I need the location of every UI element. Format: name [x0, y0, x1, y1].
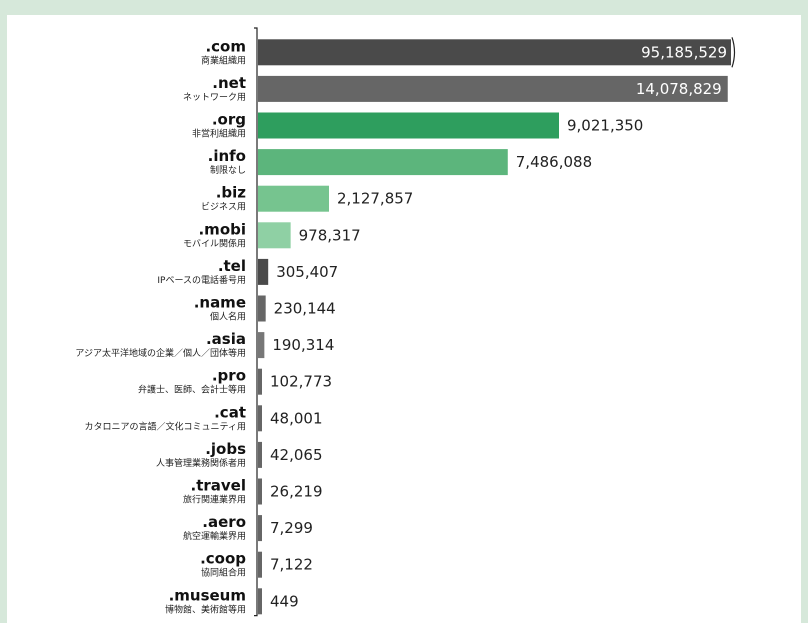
tld-label-museum: .museum	[169, 586, 246, 604]
value-label-cat: 48,001	[270, 409, 323, 427]
axis-break-mark	[731, 37, 736, 68]
tld-desc-museum: 博物館、美術館等用	[165, 603, 246, 615]
axis-break-gap	[731, 37, 741, 68]
tld-desc-net: ネットワーク用	[183, 92, 246, 103]
tld-label-biz: .biz	[216, 184, 247, 202]
value-label-jobs: 42,065	[270, 446, 323, 464]
chart-panel: .com 商業組織用 95,185,529 .net ネットワーク用 14,078,829…	[7, 15, 801, 623]
value-label-org: 9,021,350	[567, 117, 643, 135]
tld-desc-info: 制限なし	[210, 164, 246, 176]
value-label-tel: 305,407	[276, 263, 338, 281]
tld-desc-name: 個人名用	[210, 311, 246, 323]
bar-cat	[258, 405, 262, 432]
tld-desc-jobs: 人事管理業務関係者用	[156, 457, 246, 469]
tld-desc-asia: アジア太平洋地域の企業／個人／団体等用	[75, 347, 246, 359]
bar-info	[258, 149, 508, 176]
bar-asia	[258, 332, 265, 359]
value-label-info: 7,486,088	[516, 153, 592, 171]
value-label-mobi: 978,317	[299, 226, 361, 244]
tld-desc-cat: カタロニアの言語／文化コミュニティ用	[85, 420, 246, 432]
value-label-travel: 26,219	[270, 483, 323, 501]
tld-label-asia: .asia	[206, 330, 246, 348]
tld-desc-com: 商業組織用	[201, 54, 246, 66]
bar-biz	[258, 185, 329, 212]
tld-desc-org: 非営利組織用	[192, 128, 246, 140]
bar-pro	[258, 368, 262, 395]
bar-tel	[258, 258, 269, 285]
bar-net	[258, 75, 728, 102]
value-label-pro: 102,773	[270, 373, 332, 391]
tld-desc-mobi: モバイル関係用	[183, 238, 246, 249]
tld-desc-coop: 協同組合用	[201, 567, 246, 579]
value-label-net: 14,078,829	[636, 80, 722, 98]
value-label-com: 95,185,529	[641, 43, 727, 61]
tld-desc-pro: 弁護士、医師、会計士等用	[138, 384, 246, 396]
tld-desc-aero: 航空運輸業界用	[183, 530, 246, 542]
value-label-museum: 449	[270, 592, 299, 610]
bar-travel	[258, 478, 262, 505]
bar-jobs	[258, 441, 262, 468]
bar-com	[258, 39, 733, 66]
bar-aero	[258, 515, 262, 542]
tld-label-pro: .pro	[212, 367, 246, 385]
tld-label-cat: .cat	[214, 403, 246, 421]
bar-coop	[258, 551, 262, 578]
tld-desc-biz: ビジネス用	[201, 202, 246, 213]
tld-label-tel: .tel	[218, 257, 246, 275]
bar-name	[258, 295, 266, 322]
value-label-coop: 7,122	[270, 556, 313, 574]
tld-label-aero: .aero	[202, 513, 246, 531]
tld-desc-tel: IPベースの電話番号用	[157, 274, 246, 286]
tld-label-org: .org	[212, 111, 246, 129]
value-label-biz: 2,127,857	[337, 190, 413, 208]
tld-label-name: .name	[194, 294, 246, 312]
tld-label-mobi: .mobi	[198, 220, 246, 238]
value-label-name: 230,144	[274, 300, 336, 318]
y-axis-line	[254, 27, 258, 617]
tld-label-com: .com	[205, 37, 246, 55]
tld-desc-travel: 旅行関連業界用	[183, 494, 246, 506]
value-label-asia: 190,314	[272, 336, 334, 354]
bar-org	[258, 112, 559, 139]
tld-label-info: .info	[208, 147, 246, 165]
tld-label-net: .net	[212, 74, 246, 92]
value-label-aero: 7,299	[270, 519, 313, 537]
bar-museum	[258, 588, 262, 615]
tld-label-travel: .travel	[191, 477, 246, 495]
tld-label-coop: .coop	[200, 550, 246, 568]
bar-mobi	[258, 222, 291, 249]
tld-label-jobs: .jobs	[205, 440, 246, 458]
